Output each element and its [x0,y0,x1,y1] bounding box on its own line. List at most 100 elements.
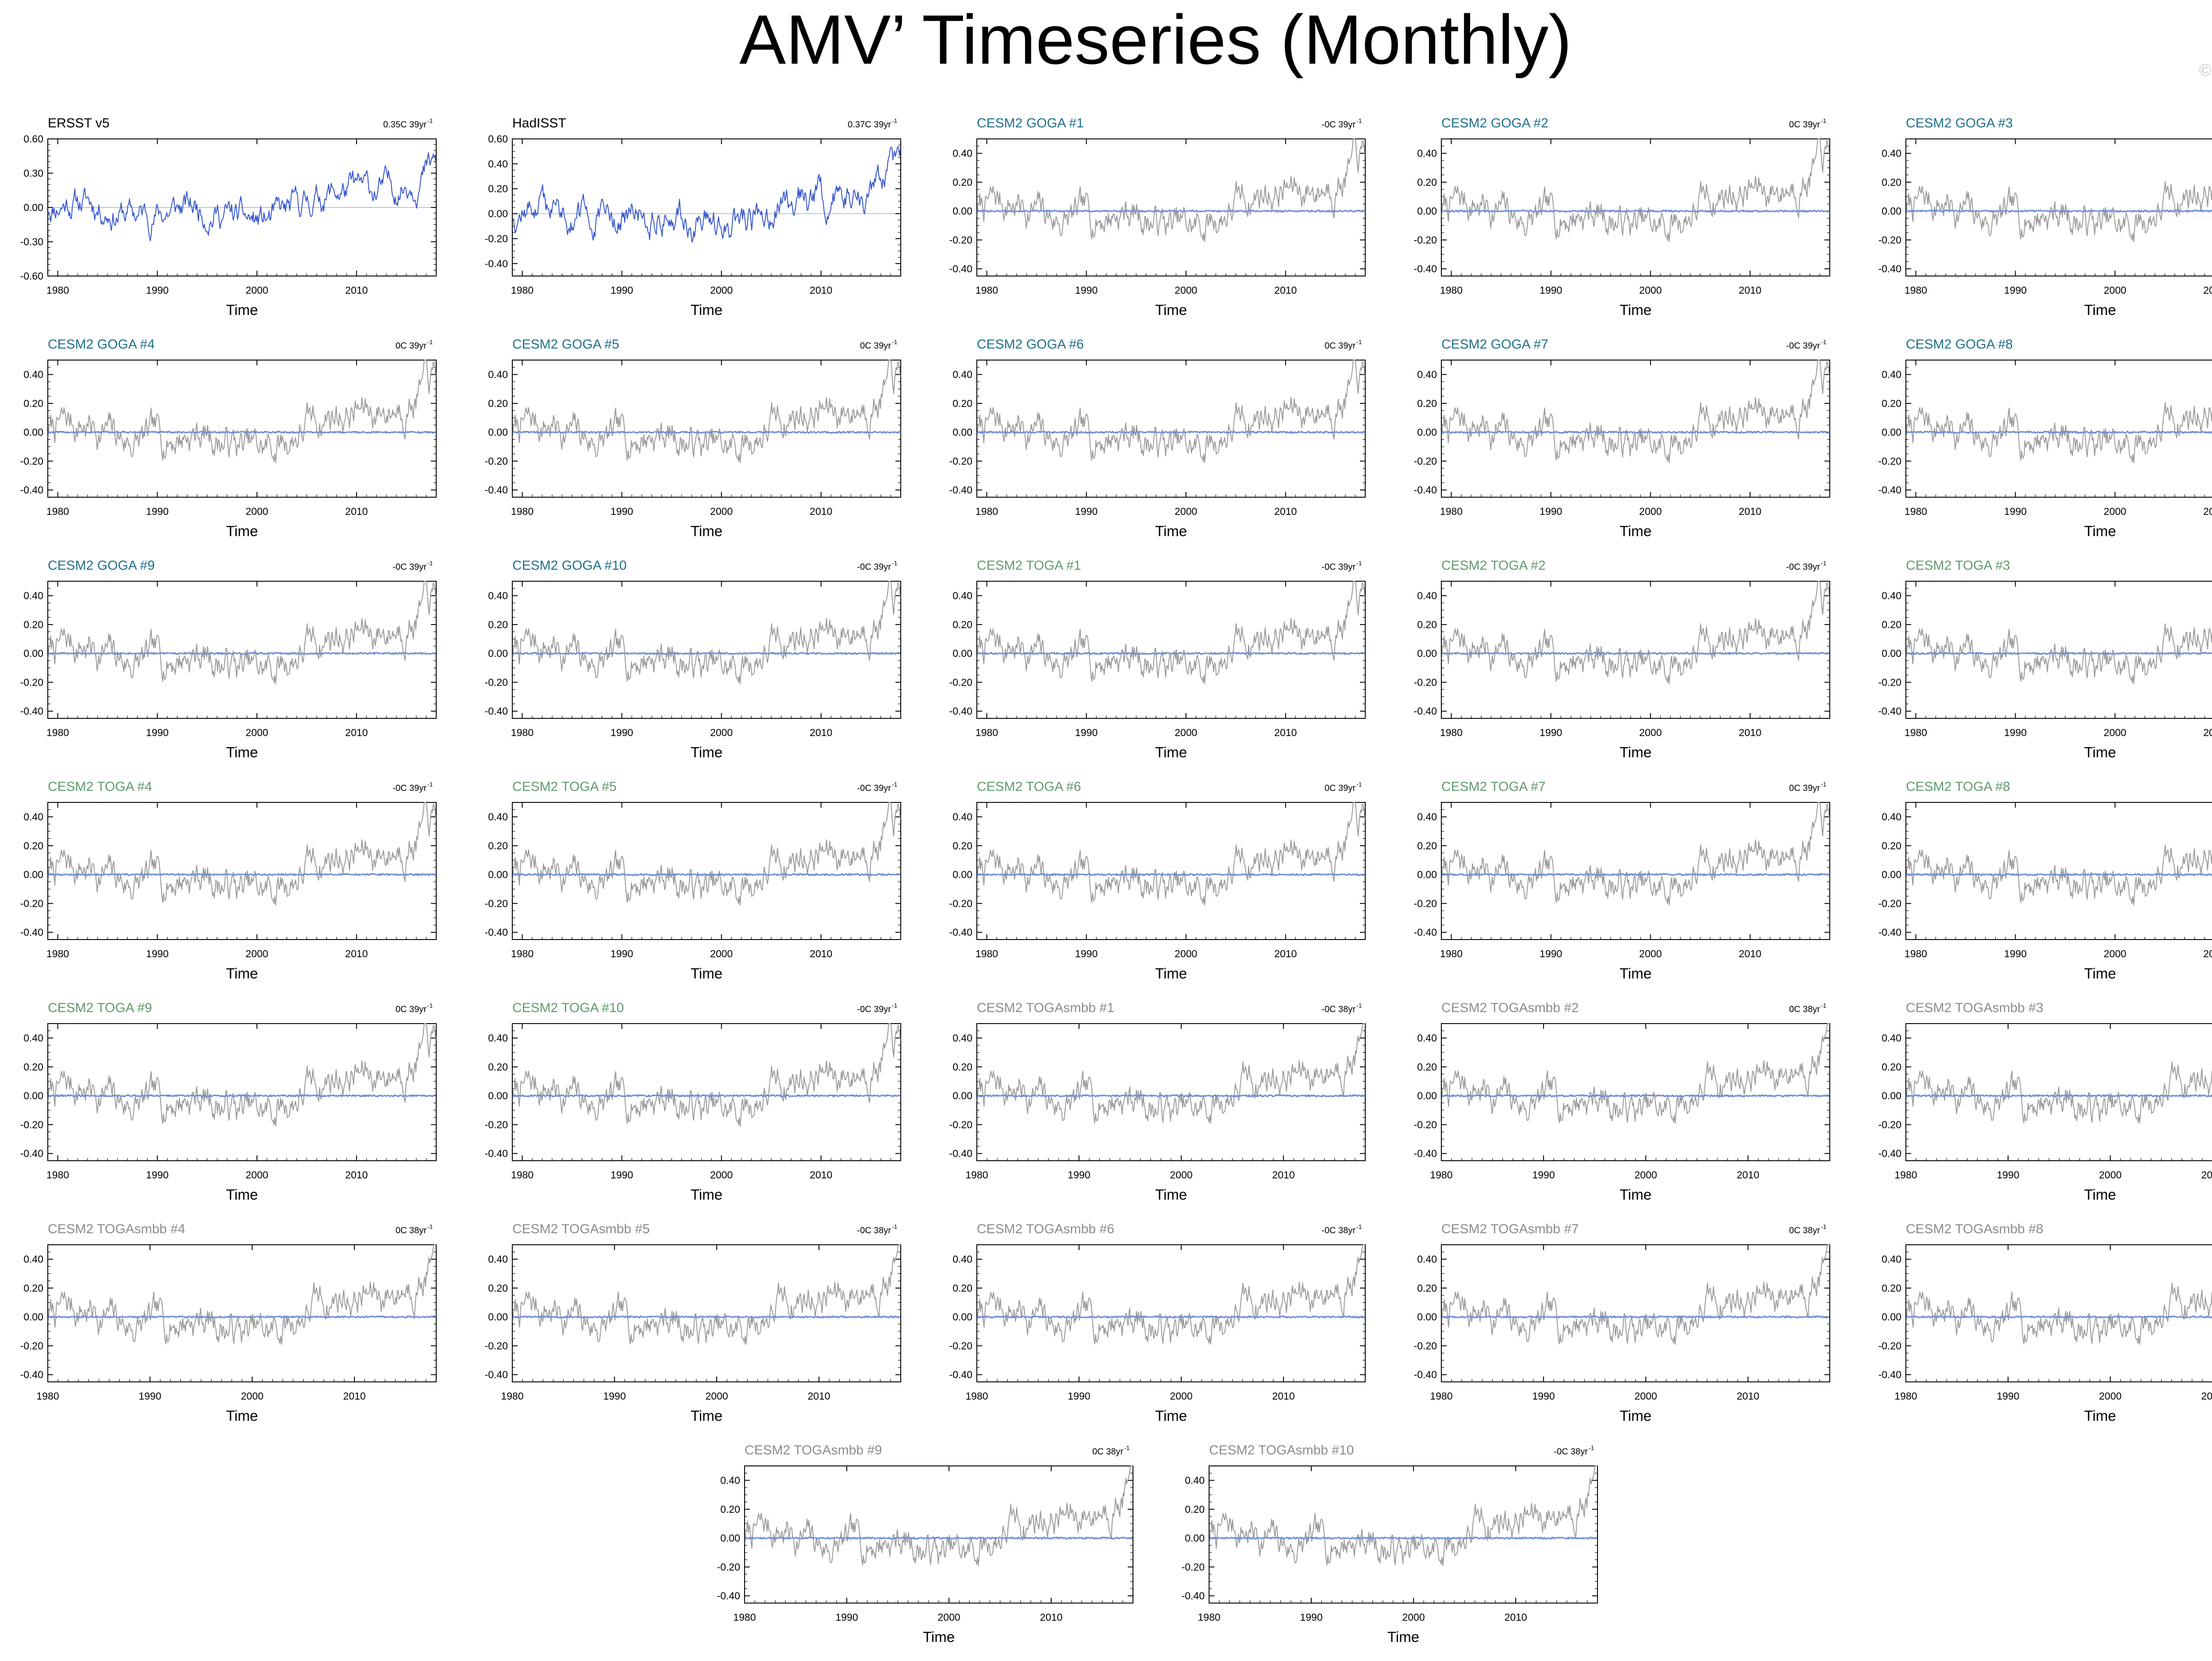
plot-frame [1441,360,1830,498]
x-tick-label: 2010 [2203,284,2212,296]
x-tick-label: 1980 [511,1169,534,1181]
plot-frame [976,360,1366,498]
series-line [48,1244,436,1345]
panel-11: CESM2 GOGA #9 -0C 39yr -1 0.40 0.20 0.00 -0.20… [20,558,437,760]
x-tick-label: 2000 [706,1390,728,1402]
series-line [47,581,437,684]
panel-title: CESM2 GOGA #10 [512,558,626,573]
series-line [976,581,1366,684]
panel-title: CESM2 GOGA #5 [512,337,619,352]
y-tick-label: 0.40 [488,811,508,823]
y-tick-label: 0.40 [488,369,508,380]
x-tick-label: 2000 [1175,948,1197,959]
y-tick-label: 0.40 [1882,369,1901,380]
panel-24: CESM2 TOGAsmbb #2 0C 38yr -1 0.40 0.20 0.00 -0… [1414,1001,1830,1203]
y-tick-label: 0.20 [1185,1504,1205,1515]
ensemble-mean-line [512,873,901,876]
x-tick-label: 1980 [46,506,69,517]
x-tick-label: 1980 [46,284,69,296]
y-tick-label: -0.40 [485,927,508,938]
series-line [1905,181,2212,242]
series-line [1209,1465,1597,1566]
x-tick-label: 2000 [1402,1611,1425,1623]
y-tick-label: 0.00 [488,426,508,438]
trend-label: 0C 39yr [860,341,891,351]
x-tick-label: 2010 [1274,948,1297,959]
x-tick-label: 2010 [343,1390,366,1402]
y-tick-label: 0.20 [952,176,972,188]
x-axis-label: Time [1620,744,1651,760]
plot-frame [47,581,437,719]
trend-exponent: -1 [1356,560,1362,567]
x-axis-label: Time [1620,965,1651,982]
series-line [977,1244,1365,1345]
y-tick-label: 0.00 [23,869,43,880]
y-tick-label: -0.20 [949,898,972,909]
trend-label: -0C 39yr [857,562,891,572]
y-tick-label: 0.20 [1417,840,1437,852]
panel-30: CESM2 TOGAsmbb #80C 38yr-10.400.200.00-0… [1878,1222,2212,1424]
trend-exponent: -1 [1356,338,1362,345]
y-tick-label: 0.40 [488,1032,508,1044]
series-line [976,138,1366,242]
trend-label: -0C 39yr [1321,562,1356,572]
x-axis-label: Time [691,302,722,318]
x-tick-label: 2010 [345,1169,368,1181]
trend-exponent: -1 [892,117,898,124]
panel-title: CESM2 TOGA #5 [512,779,617,794]
y-tick-label: 0.20 [1417,176,1437,188]
y-tick-label: 0.00 [1882,648,1901,659]
panel-19: CESM2 TOGA #7 0C 39yr -1 0.40 0.20 0.00 -0.20 -… [1414,779,1830,982]
trend-exponent: -1 [427,117,433,124]
y-tick-label: -0.20 [20,455,43,467]
ensemble-mean-line [1441,209,1830,213]
y-tick-label: 0.20 [1882,1282,1901,1294]
x-tick-label: 2010 [1737,1169,1759,1181]
y-tick-label: 0.00 [23,1311,43,1323]
panel-title: CESM2 TOGAsmbb #3 [1906,1001,2043,1015]
series-line [1441,802,1830,905]
y-tick-label: 0.00 [1417,869,1437,880]
panel-23: CESM2 TOGAsmbb #1 -0C 38yr -1 0.40 0.20 0.00 -… [949,1001,1366,1203]
y-tick-label: 0.00 [488,1090,508,1101]
x-tick-label: 1990 [1997,1169,2019,1181]
y-tick-label: -0.20 [20,1119,43,1130]
x-tick-label: 2010 [2203,506,2212,517]
x-tick-label: 1990 [611,727,633,738]
series-line [512,146,901,243]
y-tick-label: 0.00 [952,1311,972,1323]
trend-label: 0C 38yr [1789,1226,1820,1235]
y-tick-label: -0.20 [949,455,972,467]
plot-frame [1441,581,1830,719]
x-axis-label: Time [1155,523,1187,539]
plot-frame [1905,138,2212,276]
panel-title: ERSST v5 [48,116,110,130]
y-tick-label: 0.60 [23,133,43,145]
panel-title: CESM2 GOGA #3 [1906,116,2013,130]
ensemble-mean-line [1906,209,2212,213]
y-tick-label: 0.40 [1185,1475,1205,1486]
y-tick-label: 0.40 [1417,148,1437,159]
y-tick-label: 0.40 [488,158,508,169]
x-tick-label: 2010 [2203,727,2212,738]
y-tick-label: -0.40 [485,1148,508,1159]
x-tick-label: 2000 [1175,506,1197,517]
series-line [977,1023,1365,1124]
y-tick-label: 0.40 [720,1475,740,1486]
trend-label: -0C 39yr [392,783,426,793]
x-axis-label: Time [1155,1186,1187,1203]
x-tick-label: 1980 [965,1169,988,1181]
panel-9: CESM2 GOGA #7 -0C 39yr -1 0.40 0.20 0.00 -0.20… [1414,337,1830,539]
x-tick-label: 2010 [2203,948,2212,959]
series-line [1905,844,2212,905]
panel-title: HadISST [512,116,566,130]
x-tick-label: 2000 [1639,948,1662,959]
y-tick-label: 0.00 [1882,1311,1901,1323]
plot-frame [47,802,437,940]
plot-frame [976,138,1366,276]
x-axis-label: Time [1620,1408,1651,1424]
y-tick-label: 0.00 [720,1532,740,1544]
x-tick-label: 1980 [1905,284,1927,296]
y-tick-label: 0.20 [952,1282,972,1294]
